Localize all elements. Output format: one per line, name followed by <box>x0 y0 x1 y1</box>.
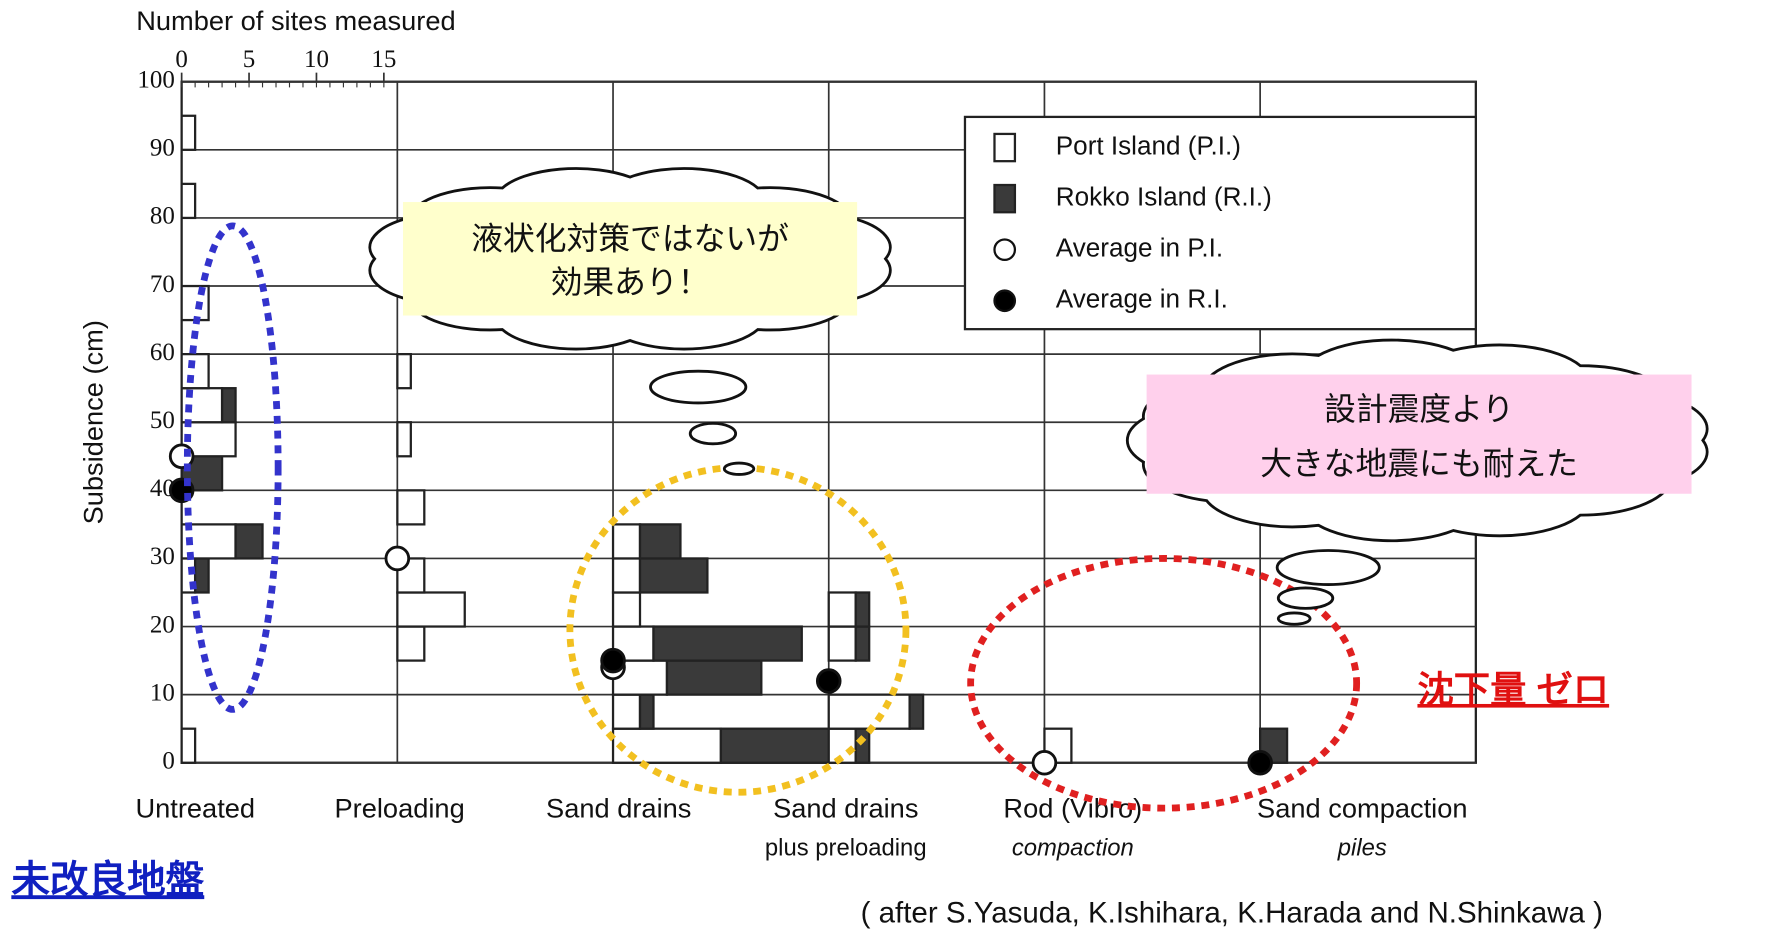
cloud-text: 効果あり！ <box>551 265 710 301</box>
x-category-label: Sand drains <box>773 793 918 824</box>
legend-label: Port Island (P.I.) <box>1056 130 1241 160</box>
y-tick-label: 50 <box>150 407 175 434</box>
histogram-bar <box>665 659 763 696</box>
histogram-bar <box>180 727 197 764</box>
x-category-label: compaction <box>1012 834 1134 861</box>
zero-label: 沈下量 ゼロ <box>1417 669 1609 710</box>
x-tick-label: 5 <box>243 46 255 73</box>
histogram-bar <box>638 523 682 560</box>
histogram-bar <box>611 693 642 730</box>
thought-bubble <box>1276 586 1335 610</box>
x-tick-label: 10 <box>304 46 329 73</box>
histogram-bar <box>854 727 871 764</box>
cloud-text: 設計震度より <box>1324 392 1514 428</box>
histogram-bar <box>180 182 197 220</box>
highlight-ellipse <box>967 555 1361 812</box>
histogram-bar <box>611 591 642 628</box>
y-axis-title: Subsidence (cm) <box>78 320 109 524</box>
y-tick-label: 90 <box>150 135 175 162</box>
histogram-bar <box>908 693 925 730</box>
x-category-label: plus preloading <box>765 834 927 861</box>
y-tick-label: 60 <box>150 339 175 366</box>
x-category-label: piles <box>1337 834 1387 861</box>
cloud-text: 大きな地震にも耐えた <box>1260 446 1578 482</box>
x-category-label: Sand drains <box>546 793 691 824</box>
histogram-bar <box>396 352 412 390</box>
average-marker <box>1031 749 1058 776</box>
histogram-bar <box>193 557 210 594</box>
legend-swatch <box>993 132 1017 163</box>
legend: Port Island (P.I.) Rokko Island (R.I.) Ave… <box>963 115 1477 331</box>
legend-swatch <box>993 238 1017 262</box>
thought-bubble <box>722 461 756 476</box>
histogram-bar <box>396 591 466 628</box>
top-axis-title: Number of sites measured <box>136 5 455 36</box>
thought-bubble <box>688 421 738 446</box>
histogram-bar <box>854 591 871 628</box>
thought-bubble <box>649 369 748 405</box>
histogram-bar <box>611 523 642 560</box>
histogram-bar <box>396 625 426 662</box>
x-category-label: Untreated <box>135 793 255 824</box>
histogram-bar <box>396 489 426 526</box>
histogram-bar <box>827 591 857 628</box>
average-marker <box>1247 749 1273 776</box>
thought-bubble <box>1275 549 1381 586</box>
annotations: 液状化対策ではないが 効果あり！ 設計震度より 大きな地震にも耐えた 沈下量 ゼ… <box>11 167 1709 930</box>
histogram-bar <box>827 625 857 662</box>
legend-label: Average in R.I. <box>1056 284 1228 314</box>
average-marker <box>600 647 626 674</box>
legend-label: Average in P.I. <box>1056 233 1223 263</box>
histogram-bar <box>396 421 412 458</box>
thought-bubble <box>1276 611 1312 626</box>
highlight-ellipse <box>183 222 282 713</box>
legend-swatch <box>993 289 1017 313</box>
y-tick-label: 20 <box>150 611 175 638</box>
y-tick-label: 70 <box>150 271 175 298</box>
x-category-label: Sand compaction <box>1257 793 1467 824</box>
histogram-bar <box>1043 727 1073 764</box>
legend-box <box>963 115 1477 331</box>
cloud-fill <box>1146 374 1692 494</box>
legend-label: Rokko Island (R.I.) <box>1056 182 1272 212</box>
histogram-bar <box>611 557 642 594</box>
histogram-bar <box>180 352 210 390</box>
x-tick-label: 0 <box>175 46 187 73</box>
y-tick-label: 30 <box>150 543 175 570</box>
legend-swatch <box>993 183 1017 214</box>
average-marker <box>815 668 842 694</box>
y-tick-label: 100 <box>137 66 174 93</box>
histogram-bar <box>719 727 844 764</box>
histogram-bar <box>234 523 264 560</box>
histogram-bar <box>638 557 709 594</box>
histogram-bar <box>220 387 237 424</box>
x-category-label: Rod (Vibro) <box>1003 793 1142 824</box>
histogram-bar <box>827 693 911 730</box>
source-note: ( after S.Yasuda, K.Ishihara, K.Harada a… <box>861 897 1603 930</box>
histogram-bar <box>638 693 655 730</box>
cloud-text: 液状化対策ではないが <box>471 222 789 258</box>
cloud-fill <box>403 202 858 316</box>
x-tick-label: 15 <box>371 46 396 73</box>
histogram-bar <box>180 114 197 151</box>
y-tick-label: 10 <box>150 679 175 706</box>
highlight-ellipse <box>566 464 910 796</box>
y-tick-label: 0 <box>162 747 174 774</box>
histogram-bar <box>652 625 803 662</box>
y-tick-label: 80 <box>150 203 175 230</box>
average-marker <box>384 545 411 572</box>
x-category-label: Preloading <box>334 793 464 824</box>
untreated-label: 未改良地盤 <box>11 859 204 902</box>
histogram-bar <box>854 625 871 662</box>
